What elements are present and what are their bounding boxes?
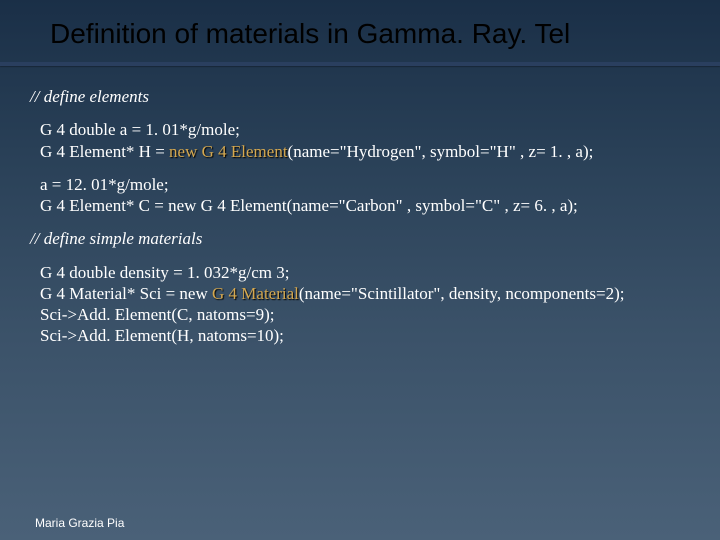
slide-content: // define elements G 4 double a = 1. 01*… <box>0 66 720 347</box>
code-text: (name="Hydrogen", symbol="H" , z= 1. , a… <box>288 142 594 161</box>
keyword-g4material: G 4 Material <box>212 284 299 303</box>
slide-title: Definition of materials in Gamma. Ray. T… <box>0 0 720 60</box>
code-line: G 4 Element* H = new G 4 Element(name="H… <box>40 141 690 162</box>
code-line: G 4 double density = 1. 032*g/cm 3; <box>40 262 690 283</box>
comment-define-materials: // define simple materials <box>30 228 690 249</box>
comment-define-elements: // define elements <box>30 86 690 107</box>
code-line: G 4 Element* C = new G 4 Element(name="C… <box>40 195 690 216</box>
code-line: Sci->Add. Element(H, natoms=10); <box>40 325 690 346</box>
code-line: G 4 double a = 1. 01*g/mole; <box>40 119 690 140</box>
code-text: G 4 Element* H = <box>40 142 169 161</box>
code-line: Sci->Add. Element(C, natoms=9); <box>40 304 690 325</box>
code-block-hydrogen: G 4 double a = 1. 01*g/mole; G 4 Element… <box>30 119 690 162</box>
code-block-scintillator: G 4 double density = 1. 032*g/cm 3; G 4 … <box>30 262 690 347</box>
code-line: G 4 Material* Sci = new G 4 Material(nam… <box>40 283 690 304</box>
footer-author: Maria Grazia Pia <box>35 516 124 530</box>
keyword-new-g4element: new G 4 Element <box>169 142 288 161</box>
code-block-carbon: a = 12. 01*g/mole; G 4 Element* C = new … <box>30 174 690 217</box>
code-text: G 4 Material* Sci = new <box>40 284 212 303</box>
code-text: (name="Scintillator", density, ncomponen… <box>299 284 625 303</box>
code-line: a = 12. 01*g/mole; <box>40 174 690 195</box>
